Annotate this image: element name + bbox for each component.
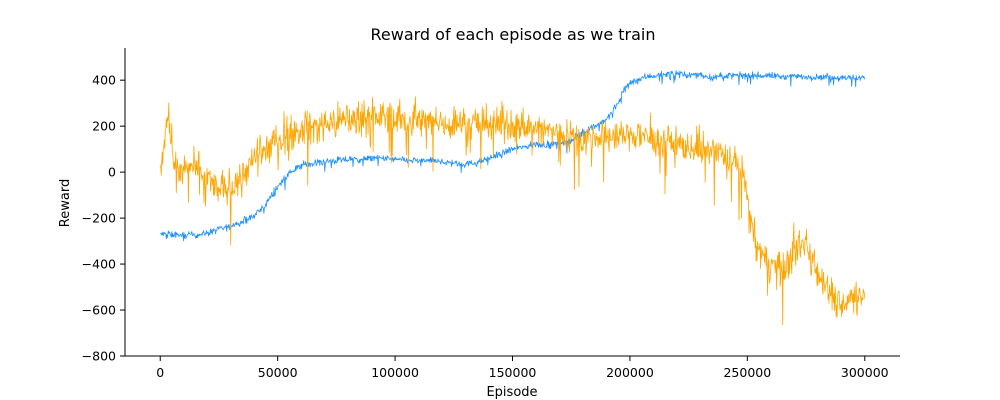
x-tick-label: 300000 [841,365,889,380]
y-tick-label: 200 [92,119,116,134]
y-ticks: −800 −600 −400 −200 0 200 400 [82,73,125,364]
series-line-blue [159,70,866,242]
x-axis-label: Episode [486,385,537,400]
x-tick-label: 0 [156,365,164,380]
x-tick-label: 100000 [371,365,419,380]
x-tick-label: 200000 [606,365,654,380]
y-tick-label: 0 [108,165,116,180]
series-layer [159,70,866,326]
y-tick-label: −800 [82,349,116,364]
y-tick-label: −400 [82,257,116,272]
chart-title: Reward of each episode as we train [371,25,656,44]
x-ticks: 0 50000 100000 150000 200000 250000 300000 [156,356,889,380]
x-tick-label: 50000 [258,365,298,380]
x-tick-label: 250000 [723,365,771,380]
series-line-orange [159,96,866,326]
y-tick-label: −200 [82,211,116,226]
x-tick-label: 150000 [489,365,537,380]
y-tick-label: −600 [82,303,116,318]
y-axis-label: Reward [58,179,73,227]
y-tick-label: 400 [92,73,116,88]
